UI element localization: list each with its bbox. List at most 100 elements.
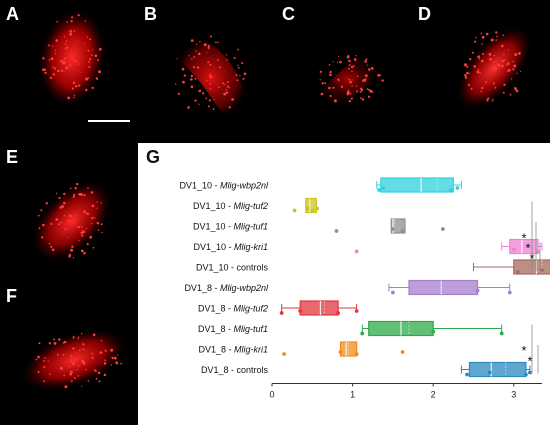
fluorescent-speck	[103, 362, 107, 365]
fluorescent-speck	[82, 343, 85, 346]
fluorescent-speck	[95, 377, 98, 380]
fluorescent-speck	[72, 195, 75, 198]
fluorescent-speck	[79, 349, 81, 352]
fluorescent-speck	[493, 54, 496, 57]
fluorescent-speck	[73, 94, 76, 97]
box	[509, 238, 539, 255]
fluorescent-speck	[72, 347, 75, 350]
fluorescent-speck	[463, 65, 465, 67]
fluorescent-speck	[471, 51, 474, 54]
fluorescent-speck	[88, 65, 91, 68]
fluorescent-speck	[58, 338, 61, 341]
fluorescent-speck	[55, 192, 58, 195]
fluorescent-speck	[475, 36, 477, 39]
panel-a-image	[39, 10, 130, 122]
fluorescent-speck	[348, 64, 351, 67]
fluorescent-speck	[74, 215, 77, 217]
fluorescent-speck	[86, 243, 89, 246]
fluorescent-speck	[61, 205, 64, 208]
fluorescent-speck	[206, 52, 208, 54]
fluorescent-speck	[77, 365, 80, 367]
data-point	[487, 370, 492, 375]
fluorescent-speck	[94, 369, 97, 372]
fluorescent-speck	[329, 70, 332, 74]
fluorescent-speck	[72, 336, 75, 339]
fluorescent-speck	[494, 68, 497, 71]
fluorescent-speck	[94, 217, 96, 219]
fluorescent-speck	[510, 78, 513, 80]
fluorescent-speck	[366, 64, 368, 66]
fluorescent-speck	[73, 96, 75, 99]
fluorescent-speck	[225, 54, 228, 56]
fluorescent-speck	[501, 59, 505, 63]
fluorescent-speck	[104, 359, 106, 362]
fluorescent-speck	[513, 64, 517, 68]
category-label: DV1_10 - Mlig-kri1	[193, 242, 268, 252]
fluorescent-speck	[117, 354, 119, 356]
fluorescent-speck	[504, 59, 506, 61]
fluorescent-speck	[514, 53, 518, 56]
fluorescent-speck	[88, 58, 92, 61]
fluorescent-speck	[69, 187, 72, 190]
fluorescent-speck	[56, 20, 58, 23]
fluorescent-speck	[324, 82, 327, 85]
fluorescent-speck	[481, 35, 485, 39]
fluorescent-speck	[55, 39, 59, 42]
fluorescent-speck	[89, 235, 93, 239]
fluorescent-speck	[97, 229, 100, 231]
fluorescent-speck	[54, 52, 57, 55]
fluorescent-speck	[355, 85, 358, 87]
fluorescent-speck	[503, 83, 506, 87]
data-point	[354, 352, 359, 356]
fluorescent-speck	[226, 85, 229, 88]
fluorescent-speck	[218, 86, 220, 88]
fluorescent-speck	[363, 78, 367, 82]
fluorescent-speck	[321, 82, 324, 85]
fluorescent-speck	[64, 385, 68, 389]
fluorescent-speck	[101, 231, 103, 234]
fluorescent-speck	[60, 69, 64, 72]
data-point	[431, 329, 436, 334]
fluorescent-speck	[187, 106, 190, 109]
fluorescent-speck	[520, 70, 522, 72]
fluorescent-speck	[355, 55, 357, 57]
fluorescent-speck	[83, 43, 85, 45]
fluorescent-speck	[356, 90, 359, 93]
fluorescent-speck	[207, 44, 210, 48]
panel-g: G 0 1 2 3 DV1_10 - Mlig-wbp2nl DV1_10 - Mlig-…	[142, 143, 550, 425]
fluorescent-speck	[368, 89, 370, 91]
category-label: DV1_8 - Mlig-tuf1	[198, 324, 268, 334]
fluorescent-speck	[228, 86, 230, 89]
fluorescent-speck	[353, 65, 355, 67]
data-point	[336, 311, 340, 315]
significance-star: *	[529, 251, 534, 266]
fluorescent-speck	[96, 201, 99, 203]
fluorescent-speck	[480, 32, 482, 35]
data-point	[465, 372, 469, 377]
fluorescent-speck	[56, 353, 59, 356]
fluorescent-speck	[83, 194, 86, 197]
fluorescent-speck	[77, 40, 79, 43]
fluorescent-speck	[485, 32, 489, 36]
fluorescent-speck	[80, 249, 84, 253]
fluorescent-speck	[488, 53, 492, 56]
fluorescent-speck	[83, 348, 86, 351]
fluorescent-speck	[72, 257, 75, 259]
fluorescent-speck	[377, 73, 380, 77]
data-point	[390, 290, 395, 295]
fluorescent-speck	[333, 99, 337, 103]
data-point	[515, 270, 520, 274]
x-tick-label: 2	[431, 390, 436, 400]
fluorescent-speck	[501, 64, 504, 68]
microscopy-panel-a: A	[0, 0, 138, 143]
data-point	[292, 208, 297, 213]
x-tick-label: 3	[511, 390, 516, 400]
fluorescent-speck	[175, 83, 177, 85]
data-point	[523, 372, 528, 377]
fluorescent-speck	[361, 98, 365, 101]
fluorescent-speck	[502, 34, 504, 36]
fluorescent-speck	[340, 85, 344, 89]
category-label: DV1_8 - Mlig-wbp2nl	[184, 283, 269, 293]
fluorescent-speck	[207, 46, 210, 50]
fluorescent-speck	[55, 218, 59, 221]
